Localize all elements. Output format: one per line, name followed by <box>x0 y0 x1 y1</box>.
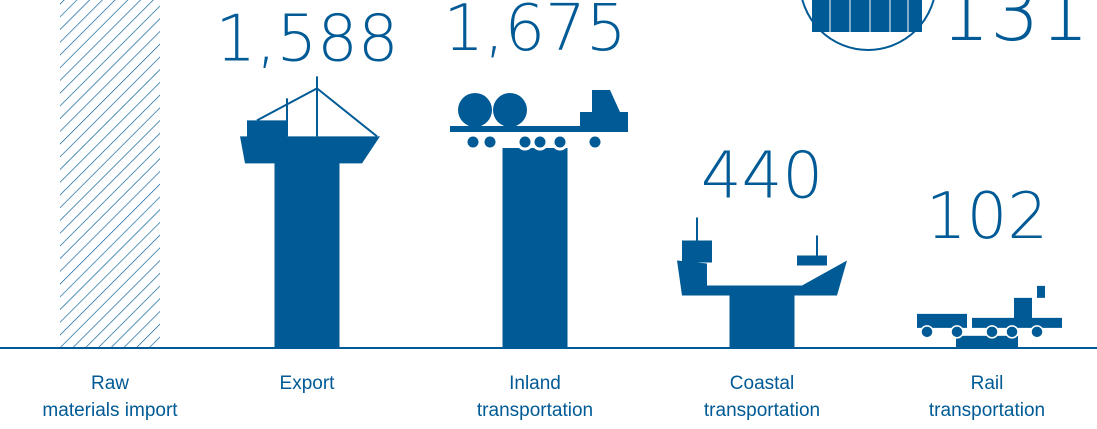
wheel <box>483 135 497 149</box>
wheel <box>986 326 998 338</box>
wheel <box>533 135 547 149</box>
train-icon <box>917 286 1062 328</box>
wheel <box>588 135 602 149</box>
category-label: Coastal transportation <box>662 370 862 424</box>
category-label: Raw materials import <box>10 370 210 424</box>
wheel <box>553 135 567 149</box>
bar <box>503 148 568 348</box>
category-label: Inland transportation <box>435 370 635 424</box>
coil <box>458 93 492 127</box>
container-icon <box>800 0 936 50</box>
hatched-bar <box>60 0 160 348</box>
wheel <box>518 135 532 149</box>
wheel <box>466 135 480 149</box>
ship-mast <box>697 217 817 255</box>
wheel <box>1006 326 1018 338</box>
wheel <box>1031 326 1043 338</box>
value-label: 440 <box>701 139 823 213</box>
category-label: Rail transportation <box>887 370 1087 424</box>
ship-icon <box>240 120 380 163</box>
value-label: 1,675 <box>443 0 626 66</box>
bar <box>730 295 795 348</box>
wheel <box>921 326 933 338</box>
marks: 1,588 1,675 440 102 <box>60 0 1062 348</box>
coil <box>493 93 527 127</box>
ship-icon <box>677 240 847 295</box>
annotation: 131 <box>941 0 1090 59</box>
bar <box>275 158 340 348</box>
wheel <box>951 326 963 338</box>
chart: 131 1,588 1,675 440 102 <box>0 0 1097 429</box>
category-label: Export <box>207 370 407 397</box>
value-label: 1,588 <box>215 2 398 76</box>
value-label: 102 <box>926 180 1048 254</box>
infographic: 131 1,588 1,675 440 102 Raw materials impor… <box>0 0 1097 429</box>
